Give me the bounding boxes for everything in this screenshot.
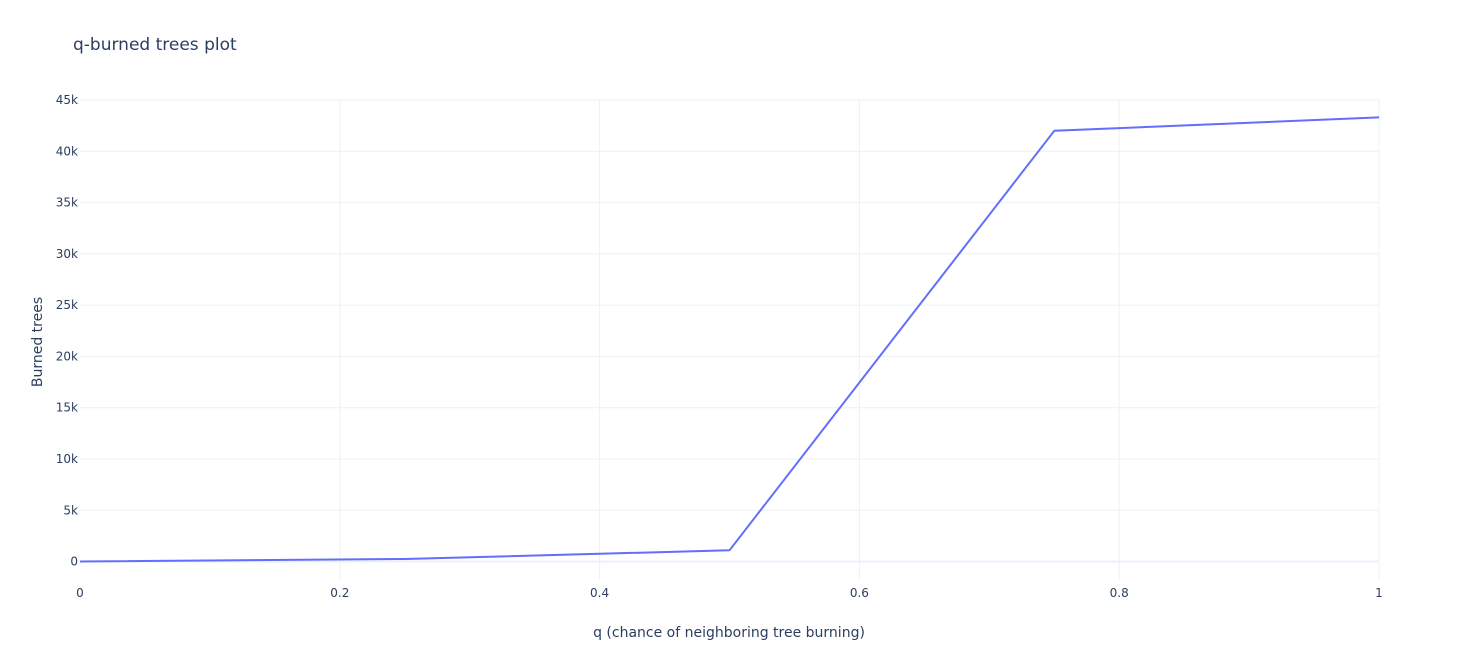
y-tick-label: 20k: [56, 349, 78, 363]
x-tick-label: 0.2: [330, 586, 349, 600]
series-line: [79, 116, 1380, 563]
y-tick-label: 30k: [56, 247, 78, 261]
y-tick-label: 15k: [56, 401, 78, 415]
chart-title: q-burned trees plot: [73, 35, 237, 55]
x-tick-label: 0.8: [1110, 586, 1129, 600]
y-tick-label: 5k: [63, 503, 78, 517]
y-tick-label: 10k: [56, 452, 78, 466]
y-tick-label: 35k: [56, 196, 78, 210]
y-axis-ticks: 0 5k 10k 15k 20k 25k 30k 35k 40k 45k: [56, 93, 78, 569]
x-tick-label: 0.6: [850, 586, 869, 600]
x-tick-label: 0: [76, 586, 84, 600]
y-tick-label: 45k: [56, 93, 78, 107]
y-tick-label: 40k: [56, 144, 78, 158]
grid-layer: [80, 99, 1380, 580]
x-axis-label: q (chance of neighboring tree burning): [593, 625, 865, 641]
x-tick-label: 1: [1375, 586, 1383, 600]
x-axis-ticks: 0 0.2 0.4 0.6 0.8 1: [76, 586, 1383, 600]
y-tick-label: 25k: [56, 298, 78, 312]
series-layer: [79, 116, 1380, 563]
y-tick-label: 0: [70, 555, 78, 569]
x-tick-label: 0.4: [590, 586, 609, 600]
y-axis-label: Burned trees: [30, 297, 46, 387]
